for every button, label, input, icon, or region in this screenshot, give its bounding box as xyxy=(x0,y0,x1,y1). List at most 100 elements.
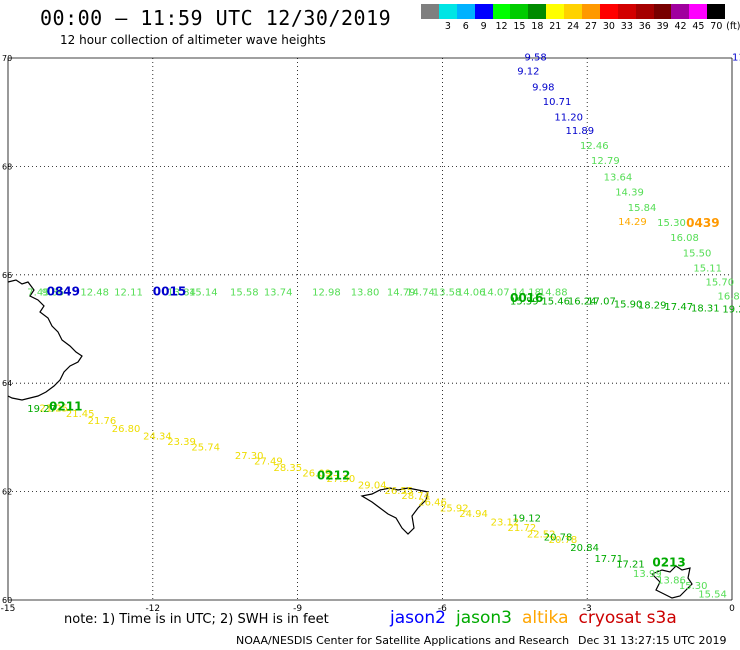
satellite-name: cryosat s3a xyxy=(578,608,677,628)
pass-time-label: 0849 xyxy=(47,284,80,298)
wave-height-label: 20.84 xyxy=(570,543,599,554)
wave-height-label: 13.74 xyxy=(264,287,293,298)
y-tick-label: 64 xyxy=(2,379,12,388)
wave-height-label: 15.14 xyxy=(189,287,218,298)
legend-swatch xyxy=(635,4,654,19)
x-tick-label: 0 xyxy=(729,604,735,614)
wave-height-label: 17.47 xyxy=(664,302,693,313)
wave-height-label: 23.12 xyxy=(491,518,520,529)
wave-height-label: 15.11 xyxy=(693,264,722,275)
legend-swatch xyxy=(653,4,672,19)
wave-height-label: 14.18 xyxy=(512,287,541,298)
wave-height-label: 13.86 xyxy=(657,576,686,587)
legend-swatch xyxy=(671,4,690,19)
legend-label: 18 xyxy=(531,21,544,32)
wave-height-label: 16.08 xyxy=(670,233,699,244)
legend-label: 70 xyxy=(710,21,723,32)
wave-height-label: 17.07 xyxy=(587,297,616,308)
wave-height-label: 25.74 xyxy=(191,442,220,453)
wave-height-label: 15.84 xyxy=(628,203,657,214)
subtitle: 12 hour collection of altimeter wave hei… xyxy=(60,33,326,47)
y-tick-label: 60 xyxy=(2,596,12,605)
wave-height-label: 15.54 xyxy=(698,589,727,600)
legend-label: 42 xyxy=(674,21,687,32)
y-tick-label: 66 xyxy=(2,271,12,280)
legend-swatch xyxy=(546,4,565,19)
wave-height-label: 27.49 xyxy=(254,457,283,468)
wave-height-label: 14.88 xyxy=(539,287,568,298)
wave-height-label: 15.90 xyxy=(614,299,643,310)
wave-height-label: 19.12 xyxy=(512,513,541,524)
y-tick-label: 70 xyxy=(2,54,12,63)
wave-height-label: 14.39 xyxy=(615,188,644,199)
wave-height-label: 17.71 xyxy=(594,554,623,565)
coastlines xyxy=(7,279,693,599)
legend-label: 24 xyxy=(567,21,580,32)
wave-height-label: 14.07 xyxy=(481,287,510,298)
legend-unit: (ft) xyxy=(726,21,740,32)
wave-height-label: 15.30 xyxy=(679,581,708,592)
y-tick-label: 68 xyxy=(2,162,12,171)
wave-height-label: 28.74 xyxy=(401,491,430,502)
wave-height-label: 14.29 xyxy=(618,217,647,228)
legend-swatch xyxy=(474,4,493,19)
wave-height-label: 17.21 xyxy=(616,559,645,570)
legend-swatch xyxy=(528,4,547,19)
iceland-coast xyxy=(7,279,83,401)
legend-swatch xyxy=(599,4,618,19)
wave-height-label: 28.35 xyxy=(273,463,302,474)
wave-height-label: 13.58 xyxy=(433,287,462,298)
legend-label: 21 xyxy=(549,21,562,32)
wave-height-label: 15.58 xyxy=(230,287,259,298)
wave-height-label: 16.8 xyxy=(718,292,740,303)
wave-height-label: 16.24 xyxy=(568,297,597,308)
wave-height-label: 13.99 xyxy=(633,569,662,580)
pass-time-label: 0016 xyxy=(510,291,543,305)
faroe-islands xyxy=(360,487,429,535)
wave-height-label: 23.39 xyxy=(167,437,196,448)
footer-timestamp: Dec 31 13:27:15 UTC 2019 xyxy=(578,634,727,647)
legend-label: 3 xyxy=(444,21,451,32)
satellite-legend: jason2 jason3 altika cryosat s3a xyxy=(390,608,687,628)
wave-height-label: 15.30 xyxy=(657,218,686,229)
wave-height-label: 15.70 xyxy=(705,278,734,289)
shetland-islands xyxy=(650,565,693,599)
wave-height-label: 12.46 xyxy=(580,141,609,152)
legend-label: 45 xyxy=(692,21,705,32)
wave-height-label: 15.59 xyxy=(510,297,539,308)
wave-height-label: 24.94 xyxy=(459,509,488,520)
wave-height-label: 12.11 xyxy=(114,287,143,298)
satellite-name: altika xyxy=(522,608,569,628)
pass-time-label: 0439 xyxy=(686,216,719,230)
x-tick-label: -9 xyxy=(293,604,302,614)
color-legend xyxy=(421,4,726,19)
footer-credit: NOAA/NESDIS Center for Satellite Applica… xyxy=(236,634,570,647)
wave-height-label: 18.31 xyxy=(691,304,720,315)
wave-height-label: 9.58 xyxy=(524,53,546,64)
wave-height-label: 22.52 xyxy=(527,530,556,541)
wave-height-label: 27.30 xyxy=(235,451,264,462)
x-tick-label: -6 xyxy=(438,604,447,614)
wave-height-label: 19.27 xyxy=(27,404,56,415)
legend-swatch xyxy=(421,4,439,19)
wave-height-label: 9.98 xyxy=(532,83,554,94)
wave-height-label: 15.50 xyxy=(683,248,712,259)
legend-swatch xyxy=(456,4,475,19)
wave-height-label: 14.74 xyxy=(406,287,435,298)
wave-height-label: 11 xyxy=(732,53,740,64)
wave-height-label: 9.86 xyxy=(42,287,64,298)
satellite-name: jason3 xyxy=(456,608,512,628)
wave-height-label: 19.29 xyxy=(722,305,740,316)
wave-height-label: 26.80 xyxy=(112,424,141,435)
wave-height-label: 15.46 xyxy=(541,297,570,308)
legend-label: 9 xyxy=(480,21,487,32)
legend-swatch xyxy=(510,4,529,19)
wave-height-label: 10.71 xyxy=(543,97,572,108)
note-text: note: 1) Time is in UTC; 2) SWH is in fe… xyxy=(64,612,329,627)
legend-swatch xyxy=(617,4,636,19)
wave-height-label: 11.20 xyxy=(554,112,583,123)
pass-time-label: 0211 xyxy=(49,399,82,413)
page-title: 00:00 – 11:59 UTC 12/30/2019 xyxy=(40,6,392,30)
map-grid: -15 -12 -9 -6 -3 0 70 68 66 64 62 60 xyxy=(1,54,735,614)
